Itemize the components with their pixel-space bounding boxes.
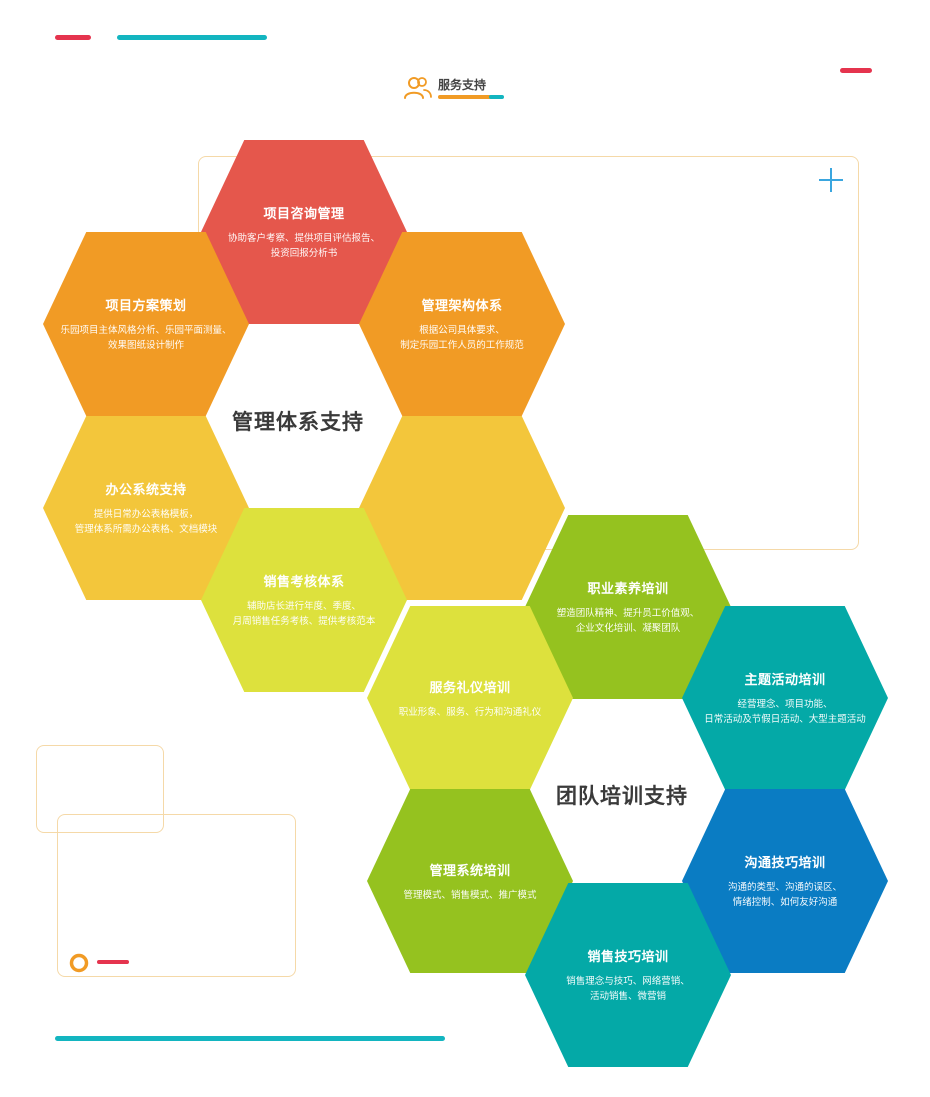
hex-project-consulting: 项目咨询管理 协助客户考察、提供项目评估报告、 投资回报分析书: [201, 140, 407, 324]
hex-desc: 管理模式、销售模式、推广模式: [403, 889, 537, 901]
hex-desc: 根据公司具体要求、 制定乐园工作人员的工作规范: [400, 325, 524, 351]
hex-communication-skills: 沟通技巧培训 沟通的类型、沟通的误区、 情绪控制、如何友好沟通: [682, 789, 888, 973]
decor-bar-teal-bottom: [55, 1036, 445, 1041]
hex-desc: 经营理念、项目功能、 日常活动及节假日活动、大型主题活动: [704, 699, 866, 725]
section-title-management: 管理体系支持: [232, 410, 364, 434]
hex-management-system-training: 管理系统培训 管理模式、销售模式、推广模式: [367, 789, 573, 973]
hex-desc: 销售理念与技巧、网络营销、 活动销售、微营销: [566, 976, 690, 1002]
decor-bar-teal-top: [117, 35, 267, 40]
hex-desc: 乐园项目主体风格分析、乐园平面测量、 效果图纸设计制作: [60, 325, 232, 351]
hex-title: 主题活动培训: [744, 673, 826, 688]
header-underline-orange: [438, 95, 492, 99]
hex-title: 管理系统培训: [429, 863, 511, 879]
hex-desc: 协助客户考察、提供项目评估报告、 投资回报分析书: [227, 233, 380, 259]
hex-title: 管理架构体系: [421, 299, 503, 314]
hex-title: 项目咨询管理: [263, 207, 345, 222]
hex-title: 销售技巧培训: [587, 950, 669, 965]
hex-theme-activity: 主题活动培训 经营理念、项目功能、 日常活动及节假日活动、大型主题活动: [682, 606, 888, 790]
hex-sales-skills: 销售技巧培训 销售理念与技巧、网络营销、 活动销售、微营销: [525, 883, 731, 1067]
hex-title: 沟通技巧培训: [744, 856, 826, 871]
hex-title: 项目方案策划: [105, 299, 187, 314]
hex-desc: 塑造团队精神、提升员工价值观、 企业文化培训、凝聚团队: [556, 608, 700, 634]
decor-frame-small: [36, 745, 164, 833]
hex-desc: 职业形象、服务、行为和沟通礼仪: [398, 706, 542, 718]
plus-icon: [819, 168, 843, 192]
header-underline-teal: [489, 95, 504, 99]
hex-title: 办公系统支持: [105, 483, 187, 498]
hex-management-structure: 管理架构体系 根据公司具体要求、 制定乐园工作人员的工作规范: [359, 232, 565, 416]
decor-bar-red-top-left: [55, 35, 91, 40]
hex-desc: 辅助店长进行年度、季度、 月周销售任务考核、提供考核范本: [232, 601, 376, 627]
service-support-header: 服务支持: [403, 74, 513, 104]
hex-project-planning: 项目方案策划 乐园项目主体风格分析、乐园平面测量、 效果图纸设计制作: [43, 232, 249, 416]
decor-bar-red-top-right: [840, 68, 872, 73]
hex-desc: 提供日常办公表格模板， 管理体系所需办公表格、文档模块: [74, 509, 218, 535]
hex-desc: 沟通的类型、沟通的误区、 情绪控制、如何友好沟通: [727, 882, 842, 908]
decor-frame-lower-left: [57, 814, 296, 977]
header-label: 服务支持: [438, 78, 487, 92]
decor-bar-red-small: [97, 960, 129, 964]
people-icon: [404, 77, 432, 99]
hex-title: 销售考核体系: [263, 575, 345, 590]
hex-title: 职业素养培训: [587, 582, 669, 597]
hex-sales-assessment: 销售考核体系 辅助店长进行年度、季度、 月周销售任务考核、提供考核范本: [201, 508, 407, 692]
hex-title: 服务礼仪培训: [429, 680, 511, 696]
hex-office-system: 办公系统支持 提供日常办公表格模板， 管理体系所需办公表格、文档模块: [43, 416, 249, 600]
section-title-training: 团队培训支持: [556, 784, 688, 808]
hex-blank-yellow: [359, 416, 565, 600]
circle-icon: [69, 953, 89, 973]
hex-service-etiquette: 服务礼仪培训 职业形象、服务、行为和沟通礼仪: [367, 606, 573, 790]
